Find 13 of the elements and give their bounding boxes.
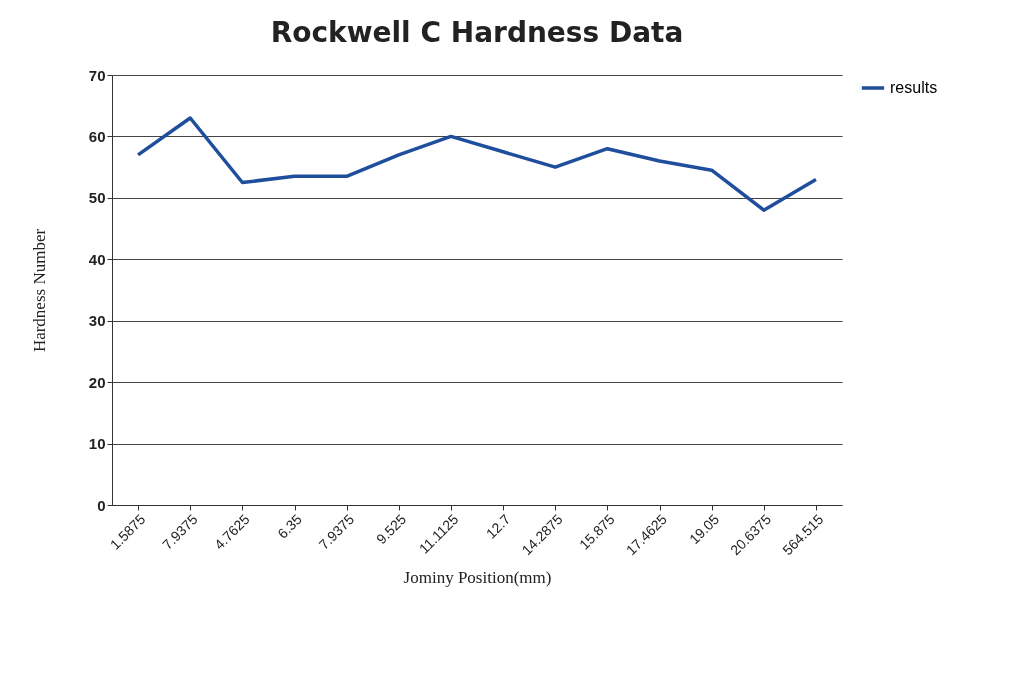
y-tick-label: 50 [88,189,106,207]
y-tick-label: 40 [88,250,106,268]
y-axis-title: Hardness Number [29,228,49,353]
y-tick-label: 10 [88,435,106,453]
chart-title: Rockwell C Hardness Data [270,16,684,49]
y-tick-label: 70 [88,66,106,84]
legend-label: results [890,79,938,96]
y-tick-label: 30 [88,312,106,330]
y-tick-label: 60 [88,127,106,145]
line-series [136,116,818,212]
x-axis-title: Jominy Position(mm) [403,568,552,588]
y-tick-label: 0 [97,496,106,514]
y-tick-label: 20 [88,373,106,391]
